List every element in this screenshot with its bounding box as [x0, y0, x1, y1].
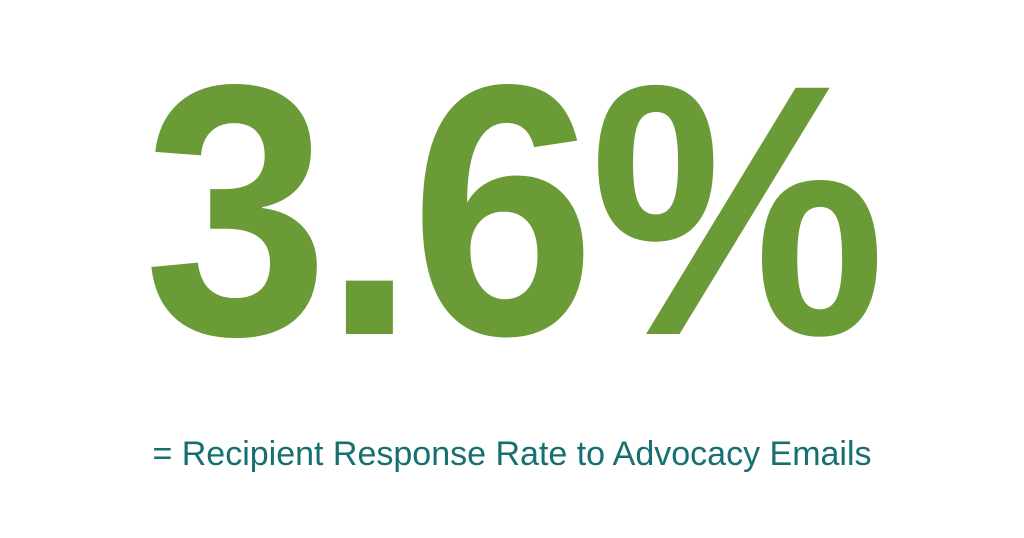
stat-caption: = Recipient Response Rate to Advocacy Em…: [152, 435, 872, 473]
stat-value: 3.6%: [143, 10, 886, 410]
